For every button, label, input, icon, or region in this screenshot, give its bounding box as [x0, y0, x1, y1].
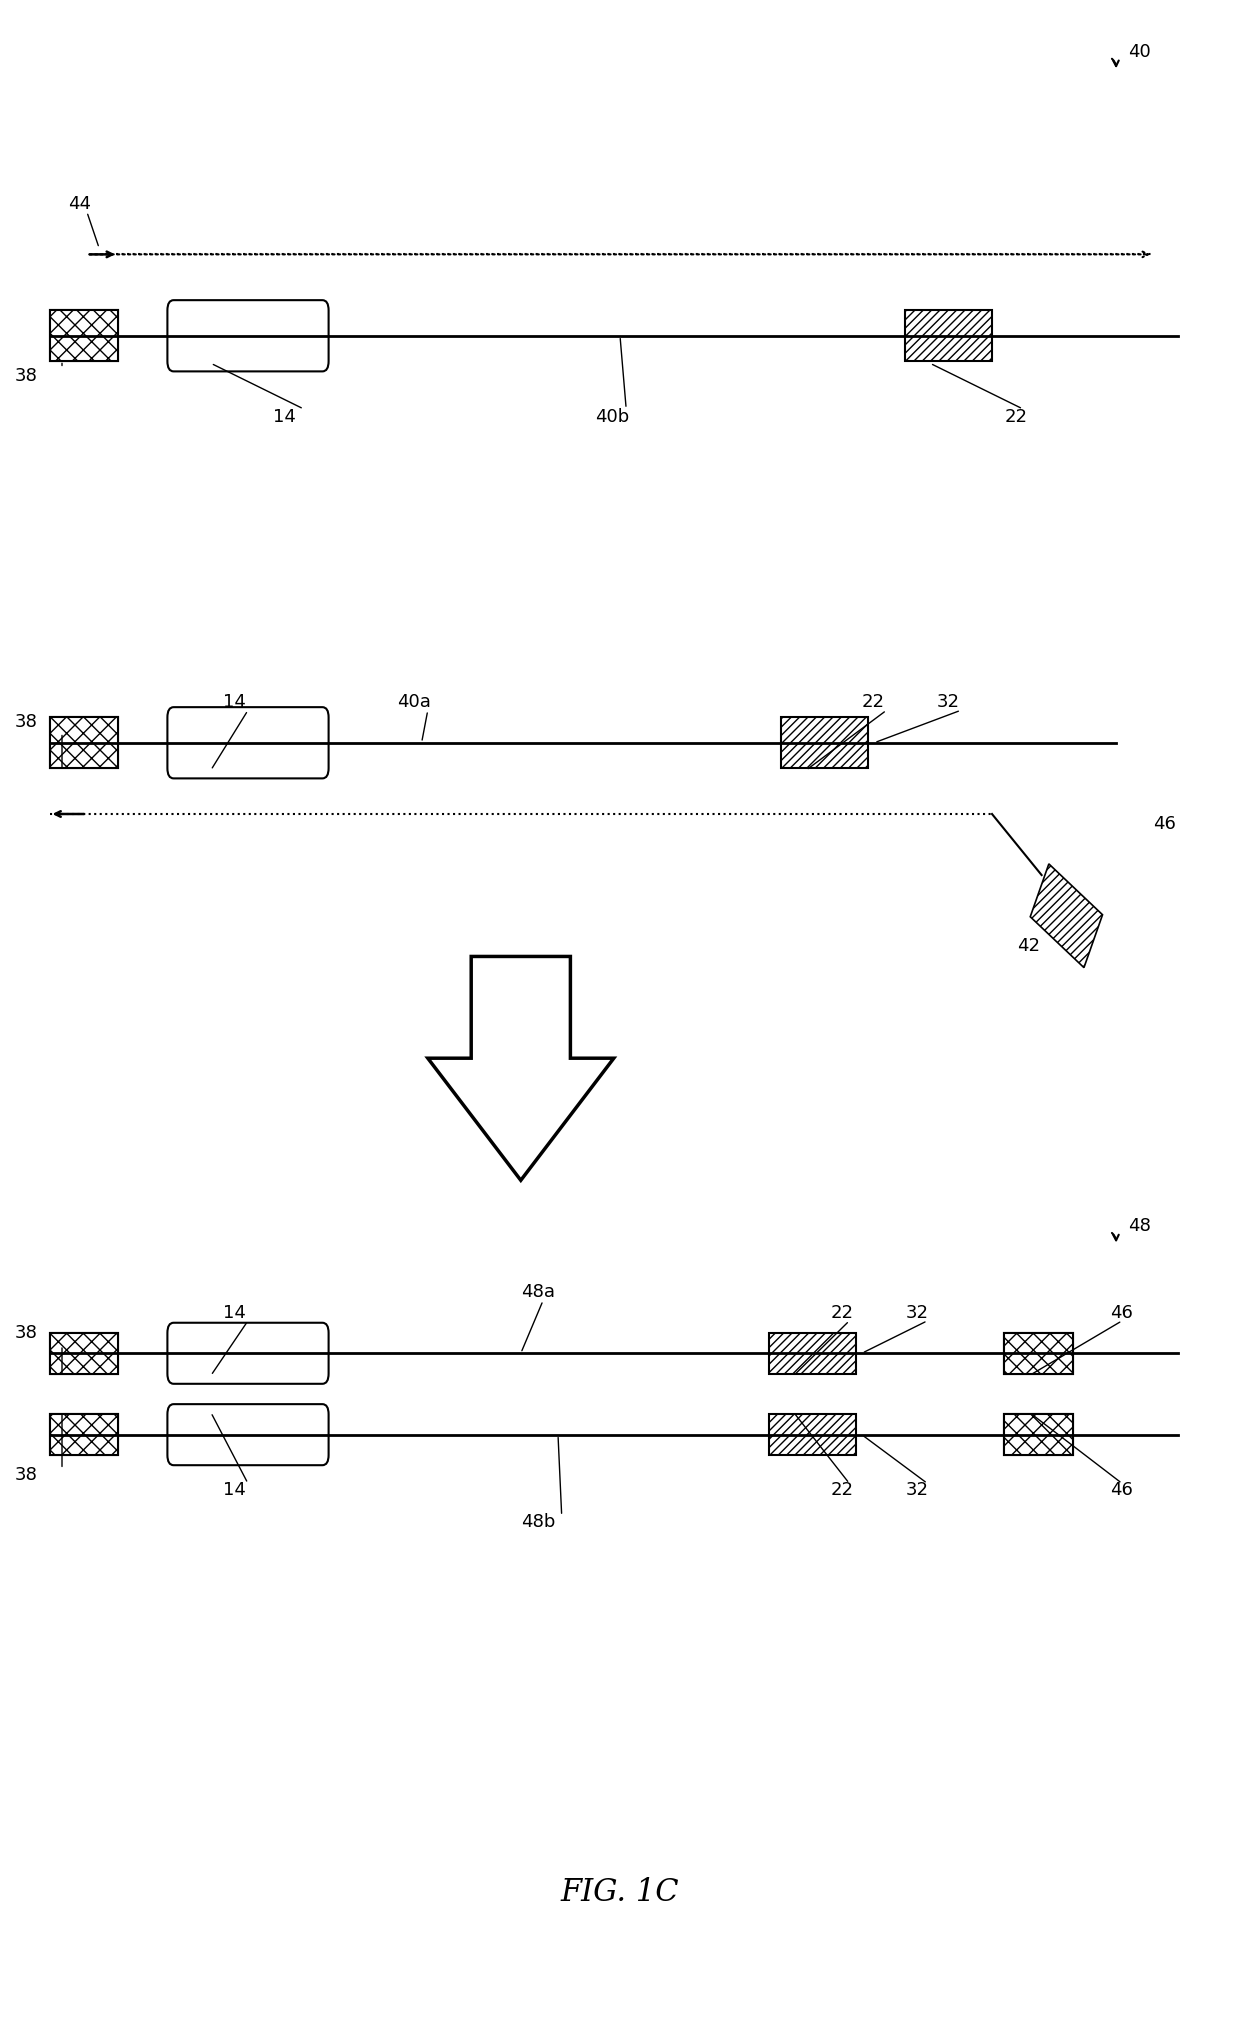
- Text: 38: 38: [15, 714, 37, 731]
- Text: 38: 38: [15, 1467, 37, 1484]
- Text: 46: 46: [1110, 1481, 1132, 1498]
- FancyBboxPatch shape: [50, 716, 118, 767]
- Text: 46: 46: [1153, 816, 1176, 832]
- Bar: [905, 311, 992, 362]
- Bar: [1004, 1333, 1073, 1374]
- Bar: [1004, 1414, 1073, 1455]
- FancyBboxPatch shape: [167, 1323, 329, 1384]
- Text: 48b: 48b: [521, 1514, 556, 1530]
- Text: 48: 48: [1128, 1217, 1151, 1235]
- Text: 38: 38: [15, 368, 37, 385]
- Bar: [50, 716, 118, 767]
- Text: 32: 32: [905, 1481, 929, 1498]
- FancyBboxPatch shape: [50, 309, 118, 362]
- Text: 42: 42: [1017, 938, 1040, 954]
- Text: 14: 14: [223, 1481, 246, 1498]
- Polygon shape: [428, 956, 614, 1180]
- Text: 22: 22: [831, 1304, 854, 1321]
- Bar: [50, 1414, 118, 1455]
- Text: 40: 40: [1128, 43, 1151, 61]
- Bar: [1030, 865, 1102, 967]
- Bar: [50, 1333, 118, 1374]
- Text: 22: 22: [862, 694, 885, 710]
- Text: 40a: 40a: [397, 694, 430, 710]
- Text: 32: 32: [905, 1304, 929, 1321]
- Text: 46: 46: [1110, 1304, 1132, 1321]
- Text: 22: 22: [831, 1481, 854, 1498]
- FancyBboxPatch shape: [50, 1414, 118, 1455]
- Text: 40b: 40b: [595, 409, 630, 425]
- FancyBboxPatch shape: [167, 299, 329, 370]
- FancyBboxPatch shape: [167, 706, 329, 777]
- Text: 38: 38: [15, 1325, 37, 1341]
- Text: FIG. 1C: FIG. 1C: [560, 1876, 680, 1909]
- Text: 14: 14: [223, 1304, 246, 1321]
- Bar: [769, 1414, 856, 1455]
- FancyBboxPatch shape: [1004, 1333, 1073, 1374]
- Bar: [50, 311, 118, 362]
- Text: 14: 14: [273, 409, 295, 425]
- FancyBboxPatch shape: [1004, 1414, 1073, 1455]
- Bar: [781, 716, 868, 767]
- FancyBboxPatch shape: [50, 1333, 118, 1374]
- Text: 44: 44: [68, 195, 92, 212]
- FancyBboxPatch shape: [167, 1404, 329, 1465]
- Text: 48a: 48a: [521, 1284, 554, 1300]
- Text: 14: 14: [223, 694, 246, 710]
- Text: 22: 22: [1004, 409, 1028, 425]
- Bar: [769, 1333, 856, 1374]
- Text: 32: 32: [936, 694, 960, 710]
